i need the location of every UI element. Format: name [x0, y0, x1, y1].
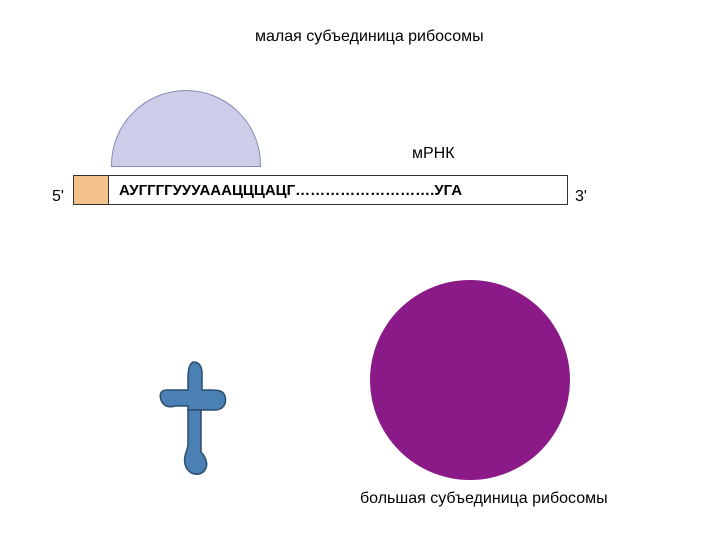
trna-shape: [155, 360, 235, 480]
three-prime-label: 3': [575, 188, 587, 206]
large-subunit-label: большая субъединица рибосомы: [360, 490, 608, 508]
small-subunit-label: малая субъединица рибосомы: [255, 28, 484, 46]
mrna-strip: АУГГГГУУУАААЦЦЦАЦГ……………………….УГА: [73, 175, 568, 205]
five-prime-label: 5': [52, 188, 64, 206]
large-subunit-shape: [370, 280, 570, 480]
trna-icon: [155, 360, 235, 480]
mrna-cap: [74, 176, 109, 204]
mrna-label: мРНК: [412, 145, 455, 163]
mrna-sequence: АУГГГГУУУАААЦЦЦАЦГ……………………….УГА: [109, 176, 567, 204]
small-subunit-shape: [111, 90, 261, 167]
